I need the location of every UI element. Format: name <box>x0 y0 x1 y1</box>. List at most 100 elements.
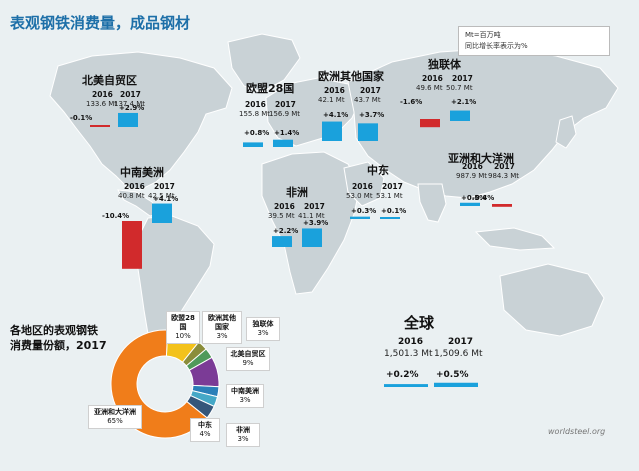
year-label: 2017 <box>304 202 325 211</box>
bar-baseline <box>450 119 470 121</box>
growth-bar <box>118 112 138 126</box>
year-label: 2016 <box>245 100 266 109</box>
slice-value: 3% <box>257 329 269 337</box>
growth-bar <box>460 202 480 205</box>
slice-label: 北美自贸区 9% <box>226 347 270 371</box>
value-label: 984.3 Mt <box>488 172 520 180</box>
region-name: 欧洲其他国家 <box>318 70 384 83</box>
growth-label: +1.4% <box>274 129 300 137</box>
year-label: 2017 <box>452 74 473 83</box>
value-label: 40.8 Mt <box>118 192 145 200</box>
growth-bar <box>302 228 322 246</box>
share-title-line-1: 各地区的表观钢铁 <box>10 324 98 337</box>
growth-label: +2.9% <box>119 103 145 112</box>
slice-value: 65% <box>107 417 123 425</box>
bar-baseline <box>90 125 110 127</box>
growth-label: -1.6% <box>400 98 423 106</box>
value-label: 156.9 Mt <box>269 110 301 118</box>
region-name: 欧盟28国 <box>246 82 295 95</box>
greenland-shape <box>227 33 301 93</box>
bar-baseline <box>492 204 512 206</box>
growth-bar <box>358 123 378 140</box>
value-label: 43.7 Mt <box>354 96 381 104</box>
australia-shape <box>499 263 605 337</box>
growth-label: +0.3% <box>351 207 377 215</box>
bar-baseline <box>302 245 322 247</box>
year-label: 2016 <box>124 182 145 191</box>
slice-value: 4% <box>199 430 211 438</box>
slice-label: 欧洲其他国家 3% <box>202 311 242 344</box>
value-label: 42.5 Mt <box>148 192 175 200</box>
slice-label: 中东 4% <box>190 418 220 442</box>
credit: worldsteel.org <box>548 427 606 436</box>
year-label: 2017 <box>360 86 381 95</box>
growth-label: -0.4% <box>472 194 495 202</box>
value-label: 41.1 Mt <box>298 212 325 220</box>
year-label: 2016 <box>274 202 295 211</box>
growth-label: +0.2% <box>386 370 419 380</box>
region-name: 非洲 <box>286 186 308 199</box>
growth-label: +2.1% <box>451 98 477 106</box>
growth-label: +2.2% <box>273 227 299 236</box>
bar-baseline <box>272 245 292 247</box>
unit-note-growth: 同比增长率表示为% <box>465 42 528 50</box>
slice-value: 3% <box>216 332 228 340</box>
value-label: 49.6 Mt <box>416 84 443 92</box>
bar-baseline <box>243 145 263 147</box>
growth-label: +3.9% <box>303 219 329 228</box>
value-label: 39.5 Mt <box>268 212 295 220</box>
slice-label: 非洲 3% <box>226 423 260 447</box>
region-name-world: 全球 <box>404 314 435 332</box>
growth-label: +0.1% <box>381 207 407 215</box>
value-label: 137.4 Mt <box>114 100 146 108</box>
value-label: 133.6 Mt <box>86 100 118 108</box>
value-label: 1,501.3 Mt <box>384 349 433 359</box>
bar-baseline <box>122 221 142 223</box>
growth-label: +4.1% <box>153 194 179 203</box>
value-label: 987.9 Mt <box>456 172 488 180</box>
growth-label: +3.7% <box>359 111 385 119</box>
region-name: 独联体 <box>428 58 461 71</box>
slice-label: 欧盟28国 10% <box>166 311 200 344</box>
growth-bar <box>243 142 263 146</box>
year-label: 2017 <box>154 182 175 191</box>
bar-baseline <box>460 204 480 206</box>
year-label: 2016 <box>398 337 424 347</box>
growth-bar <box>273 139 293 146</box>
year-label: 2016 <box>324 86 345 95</box>
growth-label: -0.1% <box>70 114 93 122</box>
value-label: 155.8 Mt <box>239 110 271 118</box>
page-title: 表观钢铁消费量，成品钢材 <box>10 14 191 32</box>
indonesia-shape <box>474 227 556 251</box>
value-label: 42.1 Mt <box>318 96 345 104</box>
region-name: 亚洲和大洋洲 <box>448 152 514 165</box>
growth-label: +0.8% <box>244 129 270 137</box>
growth-bar <box>450 110 470 120</box>
unit-legend: Mt=百万吨 同比增长率表示为% <box>458 26 610 56</box>
region-name: 北美自贸区 <box>82 74 137 87</box>
india-shape <box>417 183 447 223</box>
north-america-shape <box>49 51 233 191</box>
year-label: 2017 <box>275 100 296 109</box>
region-name: 中南美洲 <box>120 166 164 179</box>
africa-shape <box>261 151 361 295</box>
growth-bar <box>322 121 342 140</box>
share-title-line-2: 消费量份额，2017 <box>10 339 107 352</box>
value-label: 50.7 Mt <box>446 84 473 92</box>
bar-baseline <box>322 139 342 141</box>
slice-label: 亚洲和大洋洲 65% <box>88 405 142 429</box>
bar-baseline <box>152 221 172 223</box>
year-label: 2016 <box>462 162 483 171</box>
year-label: 2016 <box>352 182 373 191</box>
value-label: 53.0 Mt <box>346 192 373 200</box>
slice-value: 3% <box>237 435 249 443</box>
year-label: 2016 <box>422 74 443 83</box>
bar-baseline <box>273 145 293 147</box>
value-label: 1,509.6 Mt <box>434 349 483 359</box>
growth-bar <box>434 382 478 387</box>
japan-shape <box>555 115 577 149</box>
slice-value: 3% <box>239 396 251 404</box>
